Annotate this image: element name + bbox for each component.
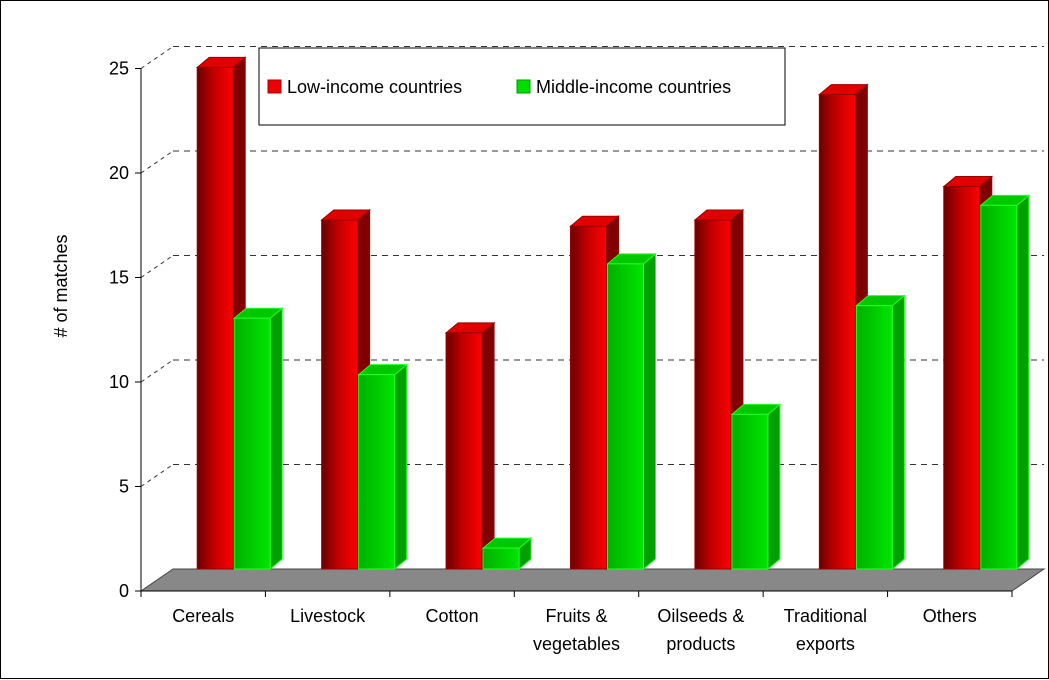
chart-floor [139,568,1046,592]
chart-background-layer [139,46,1046,592]
bar-side [394,363,408,571]
bar-front [607,263,644,570]
y-tick-label: 15 [109,268,129,288]
bar-front [694,219,732,570]
bar-middle-income [979,194,1031,571]
bar-low-income [444,321,496,571]
chart-axes-layer: 0 5 10 15 20 25 Cereals Livestock Cotton Fruits &… [51,59,1013,654]
bar-front [980,204,1018,570]
x-category-label: Cereals [172,606,234,626]
y-axis-title: # of matches [51,234,71,337]
x-category-label: Others [923,606,977,626]
bar-front [358,374,396,570]
bar-side [891,294,905,571]
legend-swatch-low-income [267,79,282,94]
y-tick-label: 5 [119,477,129,497]
x-category-label: Fruits & [545,606,607,626]
y-tick-label: 20 [109,163,129,183]
chart-bars-layer [195,56,1031,571]
gridline-side [140,46,174,69]
bar-front [233,317,271,570]
y-tick-label: 0 [119,581,129,601]
bar-front [943,186,981,570]
bar-middle-income [730,403,782,571]
bar-front [855,305,893,570]
bar-middle-income [357,363,409,571]
legend-swatch-middle-income [516,79,531,94]
x-category-label: Oilseeds & [657,606,744,626]
bar-front [482,547,520,570]
gridline-side [140,255,174,278]
bar-low-income [817,83,869,571]
bar-front [445,332,483,570]
legend: Low-income countries Middle-income count… [258,47,786,126]
bar-front [731,413,769,570]
bar-front [321,219,359,570]
x-category-label: Cotton [426,606,479,626]
bar-middle-income [854,294,906,571]
bar-front [570,225,607,570]
y-tick-label: 25 [109,59,129,79]
bar-side [481,321,495,571]
bar-low-income [195,56,247,571]
gridline-side [140,150,174,174]
bar-middle-income [232,307,284,571]
bar-side [269,307,283,571]
bar-front [818,94,856,570]
bar-side [643,252,656,571]
bar-front [196,66,234,570]
legend-label-middle-income: Middle-income countries [536,77,731,97]
x-category-label: products [666,634,735,654]
gridline-side [140,464,174,487]
y-tick-label: 10 [109,372,129,392]
legend-label-low-income: Low-income countries [287,77,462,97]
bar-middle-income [606,252,657,571]
bar-middle-income [481,537,533,571]
gridline-side [140,359,174,383]
bar-side [1016,194,1030,571]
x-category-label: Traditional [784,606,867,626]
bar-side [767,403,781,571]
x-category-label: vegetables [533,634,620,654]
x-category-label: exports [796,634,855,654]
x-category-label: Livestock [290,606,366,626]
